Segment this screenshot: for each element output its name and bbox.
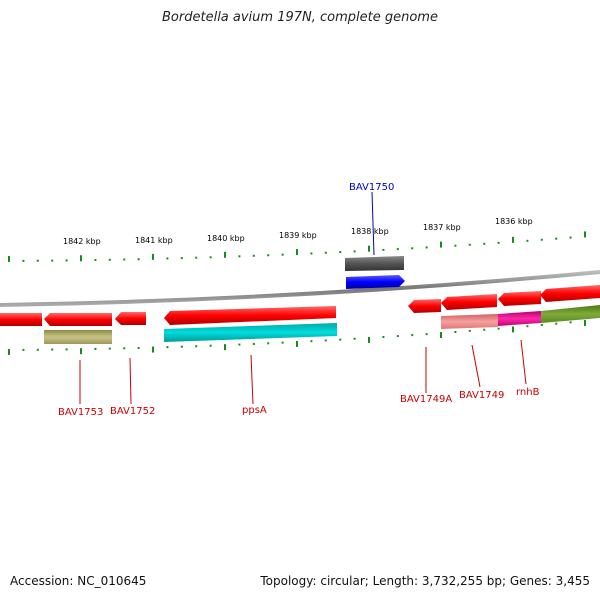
cog-bar-pink <box>441 314 498 329</box>
gene-label-bav1749a[interactable]: BAV1749A <box>400 394 452 405</box>
gene-label-ppsa[interactable]: ppsA <box>242 405 267 416</box>
leader-line-rnhb <box>520 339 527 385</box>
ruler-label: 1839 kbp <box>279 231 317 240</box>
lower-tick-row <box>8 319 586 355</box>
ruler-label: 1840 kbp <box>207 234 245 243</box>
gene-bav1752-arrow[interactable] <box>115 312 146 325</box>
cog-bar-gray <box>345 256 404 271</box>
gene-label-bav1752[interactable]: BAV1752 <box>110 406 155 417</box>
gene-label-bav1753[interactable]: BAV1753 <box>58 407 103 418</box>
ruler-label: 1837 kbp <box>423 223 461 232</box>
ruler-label: 1836 kbp <box>495 217 533 226</box>
ruler-labels: 1842 kbp 1841 kbp 1840 kbp 1839 kbp 1838… <box>63 217 533 246</box>
upper-tick-row <box>8 231 586 262</box>
cog-bar-magenta <box>498 311 541 326</box>
genome-backbone <box>0 270 600 307</box>
gene-ppsa-arrow[interactable] <box>164 306 336 325</box>
leader-line-bav1749 <box>471 344 481 388</box>
gene-label-bav1749[interactable]: BAV1749 <box>459 390 504 401</box>
ruler-label: 1841 kbp <box>135 236 173 245</box>
ruler-label: 1838 kbp <box>351 227 389 236</box>
leader-line-bav1752 <box>129 357 132 405</box>
gene-label-bav1750[interactable]: BAV1750 <box>349 182 394 193</box>
accession-text: Accession: NC_010645 <box>10 574 147 588</box>
cog-bar-green <box>541 305 600 323</box>
cog-bar-olive <box>44 330 112 344</box>
gene-arrow[interactable] <box>540 285 600 302</box>
gene-arrow[interactable] <box>0 313 42 326</box>
gene-rnhb-arrow[interactable] <box>498 291 541 306</box>
leader-line-ppsa <box>250 354 254 405</box>
genome-stats-text: Topology: circular; Length: 3,732,255 bp… <box>260 574 590 588</box>
leader-line-bav1750 <box>371 191 375 256</box>
gene-bav1750-arrow[interactable] <box>346 275 405 289</box>
gene-bav1749-arrow[interactable] <box>441 294 497 310</box>
ruler-label: 1842 kbp <box>63 237 101 246</box>
cog-bar-cyan <box>164 323 337 342</box>
map-title: Bordetella avium 197N, complete genome <box>162 10 438 25</box>
gene-bav1753-arrow[interactable] <box>44 313 112 326</box>
gene-label-rnhb[interactable]: rnhB <box>516 387 540 398</box>
gene-bav1749a-arrow[interactable] <box>408 299 441 313</box>
